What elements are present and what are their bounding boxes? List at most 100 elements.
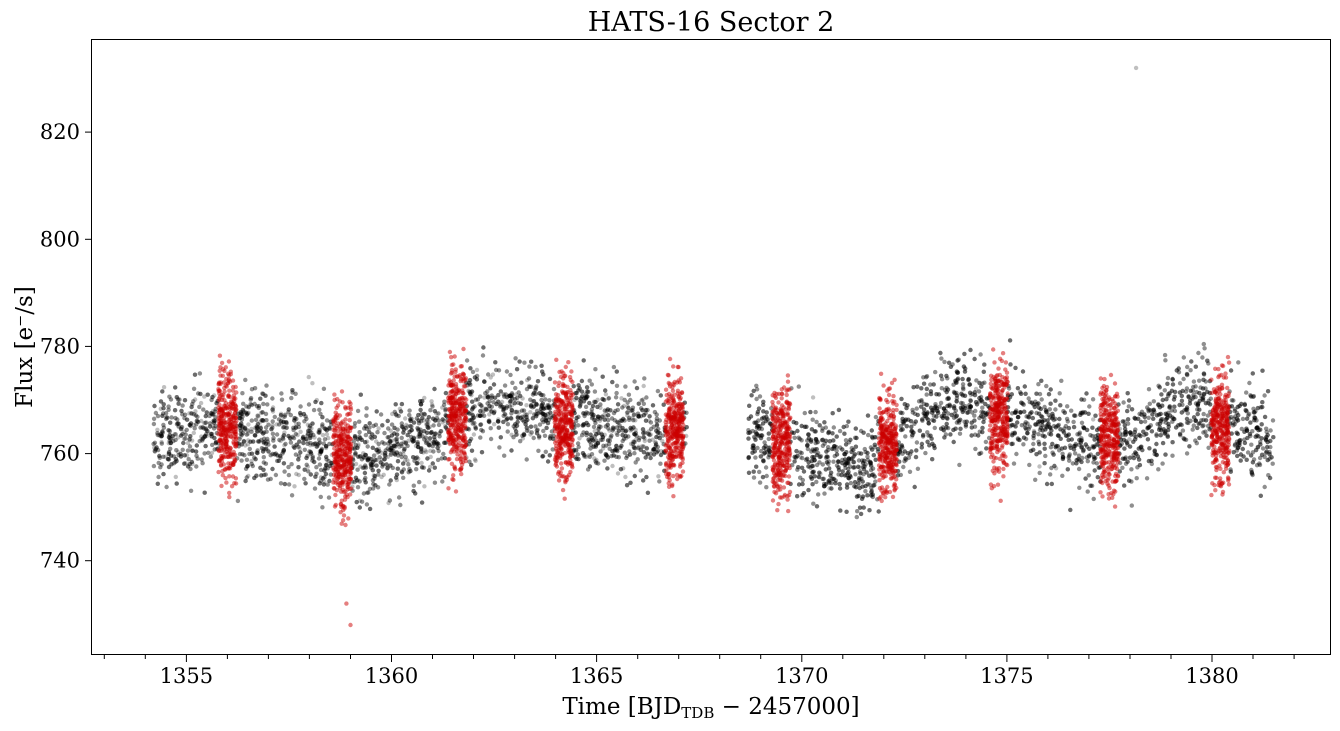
flux-point [587,400,592,406]
flux-point [651,447,657,452]
flux-point [393,402,398,407]
flux-point [640,427,646,432]
flux-point [324,462,329,467]
flux-point [527,384,532,389]
flux-point [469,462,474,468]
flux-point [441,418,447,423]
flux-point [385,418,390,424]
flux-point [539,363,544,368]
flux-point [389,446,394,451]
flux-point [161,425,167,430]
flux-point [393,437,398,442]
flux-point [421,450,426,455]
flux-point [261,401,266,407]
flux-point [261,440,267,445]
flux-point [174,481,179,486]
flux-point [623,384,628,389]
flux-point [173,437,178,443]
flux-point [488,386,493,391]
flux-point [603,414,609,419]
flux-point [640,408,645,413]
flux-point [432,409,438,414]
flux-point [520,396,525,401]
flux-point [159,434,164,439]
flux-point [320,415,325,420]
flux-point [614,443,619,449]
flux-point [194,443,199,448]
flux-point [169,462,174,467]
flux-point [292,418,297,423]
flux-point [278,419,284,424]
flux-point [628,441,634,446]
flux-point [402,458,408,463]
flux-point [491,382,497,387]
flux-point [324,444,329,449]
flux-point [166,404,171,409]
flux-point [204,433,210,439]
flux-point [289,462,294,467]
flux-point [355,485,361,490]
flux-point [289,395,294,401]
flux-point [414,467,419,472]
flux-point [543,418,549,424]
flux-point [172,432,177,437]
flux-point [606,396,611,401]
flux-point [610,379,615,385]
flux-point [502,453,507,458]
flux-point [586,453,592,458]
flux-point [508,393,513,399]
flux-point [403,416,408,421]
flux-point [178,426,184,432]
flux-point [474,377,480,382]
flux-point [270,396,275,401]
flux-point [431,439,436,445]
flux-point [533,364,538,370]
flux-point [199,418,204,424]
flux-point [182,398,188,403]
flux-point [421,411,427,417]
flux-point [361,491,367,496]
flux-point [320,476,326,481]
flux-point [318,494,323,500]
flux-point [353,451,358,456]
flux-point [288,440,294,445]
flux-point [513,356,518,361]
flux-point [644,474,649,480]
flux-point [248,397,253,402]
flux-point [185,448,191,453]
flux-point [246,405,251,410]
flux-point [270,466,275,472]
flux-point [645,431,650,436]
flux-point [614,430,619,436]
flux-point [387,439,393,444]
flux-point [367,421,372,426]
flux-point [184,453,190,458]
flux-point [594,457,599,463]
flux-point [432,480,438,485]
flux-point [324,432,330,437]
flux-point [467,438,472,444]
flux-point [628,480,633,485]
flux-point [623,429,628,434]
flux-point [326,495,332,500]
flux-point [245,442,251,447]
flux-point [499,399,505,405]
flux-point [467,389,472,395]
flux-point [537,434,542,439]
flux-point [518,439,523,444]
flux-point [544,425,549,431]
flux-point [632,451,637,456]
flux-point [189,459,195,465]
flux-point [416,412,421,418]
flux-point [262,439,268,444]
flux-point [485,394,491,400]
flux-point [159,439,164,445]
flux-point [284,425,289,430]
flux-point [424,449,429,455]
flux-point [371,459,377,464]
flux-point [282,469,287,474]
flux-point [405,424,410,429]
flux-point [604,453,609,458]
flux-point [603,392,609,397]
flux-point [394,472,400,477]
